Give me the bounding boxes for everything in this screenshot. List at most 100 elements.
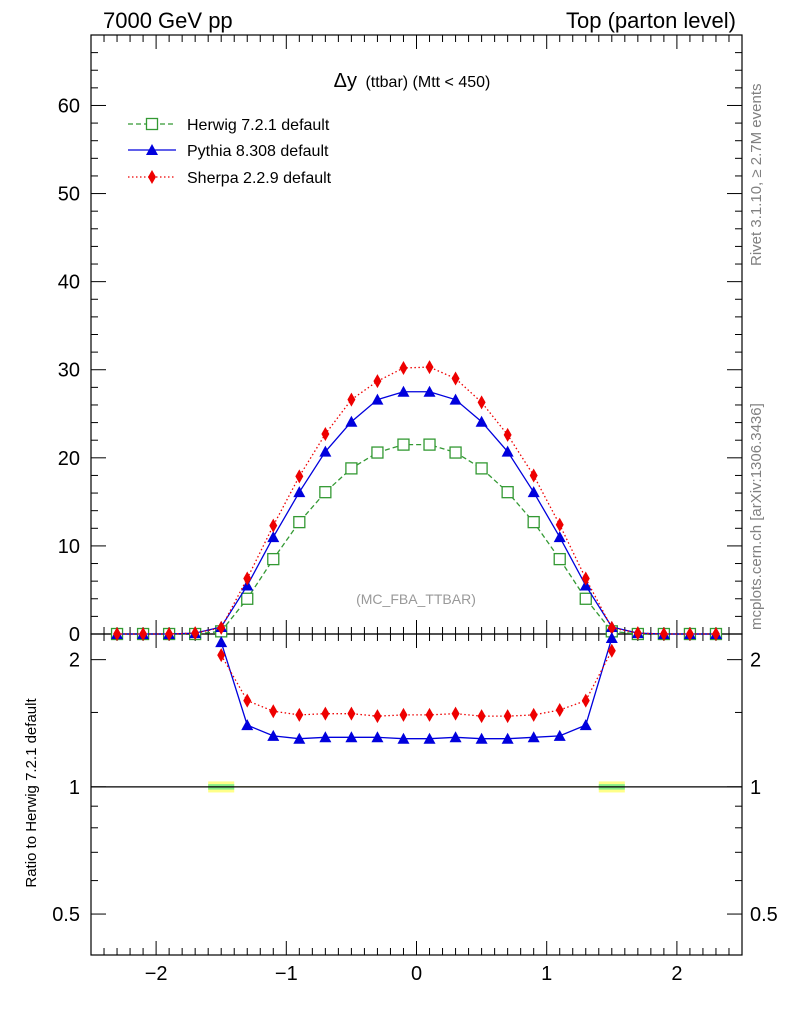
ratio-point bbox=[579, 719, 592, 731]
ratio-point bbox=[399, 707, 408, 722]
legend-marker-herwig bbox=[145, 117, 159, 131]
legend: Herwig 7.2.1 default Pythia 8.308 defaul… bbox=[128, 117, 332, 187]
data-point bbox=[269, 518, 278, 533]
ratio-point bbox=[267, 729, 280, 741]
ratio-point bbox=[605, 632, 618, 644]
ratio-line bbox=[220, 637, 613, 740]
ratio-point bbox=[501, 732, 514, 744]
ratio-point bbox=[373, 709, 382, 724]
data-point bbox=[711, 627, 720, 641]
data-point bbox=[633, 626, 642, 641]
data-point bbox=[293, 515, 306, 529]
x-tick-label: 0 bbox=[411, 963, 422, 985]
data-point bbox=[449, 446, 462, 459]
data-point bbox=[373, 374, 382, 389]
legend-label-pythia: Pythia 8.308 default bbox=[187, 143, 329, 160]
ratio-point bbox=[423, 732, 436, 744]
data-point bbox=[397, 385, 410, 397]
data-point bbox=[423, 438, 436, 451]
data-point bbox=[165, 627, 174, 641]
ratio-point bbox=[607, 643, 616, 658]
data-point bbox=[425, 360, 434, 375]
x-tick-label: 2 bbox=[671, 963, 682, 985]
ratio-point bbox=[293, 732, 306, 744]
data-point bbox=[423, 385, 436, 397]
ratio-point bbox=[451, 706, 460, 721]
data-point bbox=[503, 427, 512, 442]
y-tick-label: 50 bbox=[58, 184, 80, 206]
ratio-point bbox=[527, 731, 540, 743]
x-tick-label: −2 bbox=[145, 963, 168, 985]
y-tick-label: 30 bbox=[58, 360, 80, 382]
y-tick-label: 40 bbox=[58, 272, 80, 294]
ratio-y-tick-label: 0.5 bbox=[52, 904, 80, 926]
ratio-y-tick-label-right: 1 bbox=[750, 777, 761, 799]
data-point bbox=[475, 415, 488, 427]
ratio-point bbox=[319, 731, 332, 743]
ratio-point bbox=[449, 731, 462, 743]
y-tick-label: 10 bbox=[58, 536, 80, 558]
data-point bbox=[241, 592, 254, 605]
ratio-series-sherpa bbox=[217, 643, 616, 724]
ratio-point bbox=[345, 731, 358, 743]
ratio-point bbox=[371, 731, 384, 743]
data-point bbox=[449, 393, 462, 405]
ratio-point bbox=[529, 707, 538, 722]
header-left: 7000 GeV pp bbox=[103, 8, 233, 33]
ratio-point bbox=[581, 693, 590, 708]
data-point bbox=[371, 446, 384, 459]
ratio-point bbox=[425, 707, 434, 722]
data-point bbox=[553, 552, 566, 566]
ratio-y-tick-label: 1 bbox=[69, 777, 80, 799]
y-tick-label: 60 bbox=[58, 95, 80, 117]
data-point bbox=[527, 486, 540, 498]
data-point bbox=[113, 627, 122, 641]
data-point bbox=[371, 393, 384, 405]
legend-entry-sherpa: Sherpa 2.2.9 default bbox=[128, 170, 332, 187]
data-point bbox=[399, 360, 408, 375]
series-line bbox=[117, 366, 716, 635]
ratio-point bbox=[555, 703, 564, 718]
data-point bbox=[581, 571, 590, 586]
data-point bbox=[553, 531, 566, 543]
chart-title-main: Δy bbox=[334, 70, 357, 92]
legend-label-herwig: Herwig 7.2.1 default bbox=[187, 117, 330, 134]
ratio-y-tick-label-right: 2 bbox=[750, 650, 761, 672]
ratio-point bbox=[321, 706, 330, 721]
ratio-y-tick-label-right: 0.5 bbox=[750, 904, 778, 926]
data-point bbox=[345, 415, 358, 427]
data-point bbox=[319, 445, 332, 457]
ratio-point bbox=[553, 729, 566, 741]
ratio-point bbox=[217, 648, 226, 663]
chart-title-sub: (ttbar) (Mtt < 450) bbox=[365, 74, 490, 91]
ratio-layer bbox=[215, 632, 618, 744]
data-point bbox=[607, 620, 616, 635]
ratio-series-pythia bbox=[215, 632, 618, 744]
series-line bbox=[117, 391, 716, 635]
data-point bbox=[659, 627, 668, 641]
series-herwig bbox=[110, 438, 723, 641]
data-point bbox=[529, 468, 538, 483]
data-point bbox=[191, 626, 200, 641]
data-point bbox=[319, 486, 332, 499]
data-point bbox=[139, 627, 148, 641]
data-point bbox=[527, 515, 540, 529]
ratio-point bbox=[269, 704, 278, 719]
data-point bbox=[397, 438, 410, 451]
chart-title: Δy (ttbar) (Mtt < 450) bbox=[334, 70, 491, 92]
data-point bbox=[501, 445, 514, 457]
legend-entry-pythia: Pythia 8.308 default bbox=[128, 143, 329, 160]
data-point bbox=[477, 395, 486, 410]
legend-entry-herwig: Herwig 7.2.1 default bbox=[128, 117, 330, 134]
ratio-point bbox=[477, 709, 486, 724]
data-point bbox=[321, 427, 330, 442]
ratio-point bbox=[475, 732, 488, 744]
data-point bbox=[293, 486, 306, 498]
data-point bbox=[501, 486, 514, 499]
data-point bbox=[475, 462, 488, 475]
ratio-point bbox=[347, 706, 356, 721]
y-tick-label: 20 bbox=[58, 448, 80, 470]
data-point bbox=[217, 620, 226, 635]
header-right: Top (parton level) bbox=[566, 8, 736, 33]
